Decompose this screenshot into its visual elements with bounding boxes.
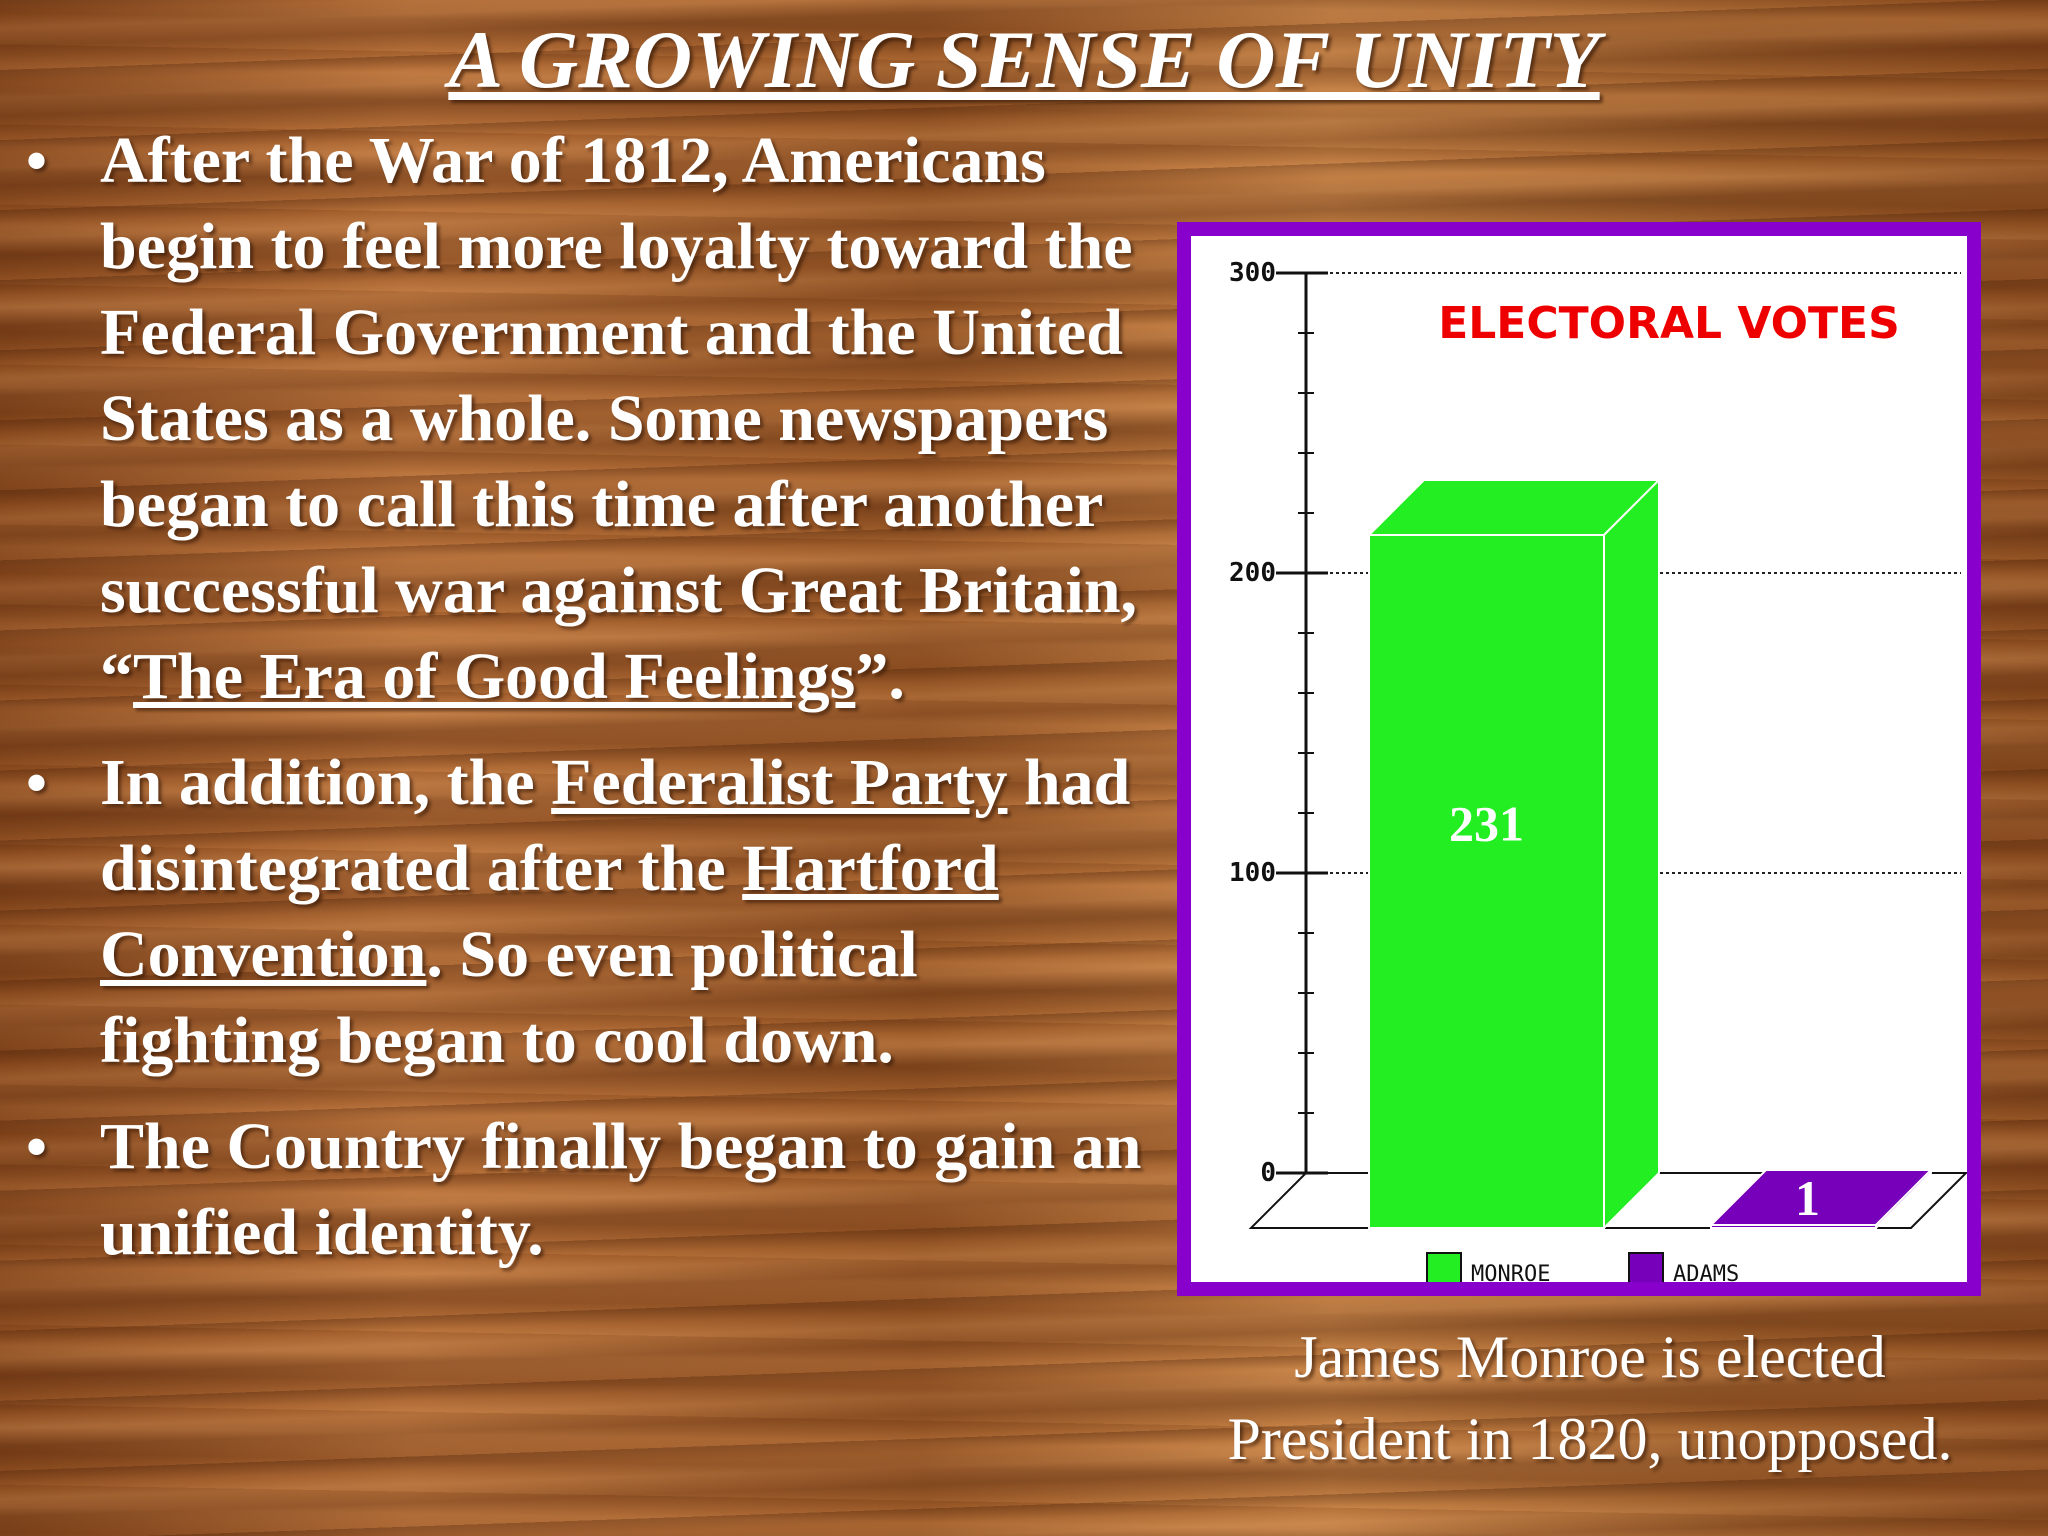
- electoral-votes-chart: 0 100 200 300 ELECTORAL VOTES 231 1 MONROE ADAMS: [1229, 258, 1967, 1282]
- bullet-dot: •: [26, 128, 48, 194]
- bullet-text-era-of-good-feelings: The Era of Good Feelings: [133, 640, 856, 713]
- bullet-text-federalist-party: Federalist Party: [551, 746, 1008, 819]
- bullet-dot: •: [26, 1114, 48, 1180]
- bullet-list: • After the War of 1812, Americans begin…: [0, 118, 1150, 1296]
- bullet-item: • The Country finally began to gain an u…: [0, 1104, 1150, 1276]
- data-label-monroe: 231: [1449, 796, 1524, 852]
- bullet-item: • After the War of 1812, Americans begin…: [0, 118, 1150, 720]
- bullet-text-hartford-convention: Hartford Convention: [100, 832, 999, 991]
- legend-swatch-monroe: [1426, 1252, 1462, 1282]
- bullet-text-2a: In addition, the: [100, 746, 552, 819]
- data-label-adams: 1: [1795, 1170, 1820, 1226]
- bullet-item: • In addition, the Federalist Party had …: [0, 740, 1150, 1084]
- caption-line-1: James Monroe is elected: [1294, 1324, 1886, 1390]
- bar-side-monroe: [1603, 477, 1660, 1231]
- chart-floor: [1248, 1172, 1967, 1229]
- bullet-text-3: The Country finally began to gain an uni…: [100, 1110, 1142, 1269]
- y-tick-label: 0: [1260, 1158, 1276, 1188]
- bullet-text-1a: After the War of 1812, Americans begin t…: [100, 124, 1138, 713]
- chart-caption: James Monroe is elected President in 182…: [1150, 1316, 2030, 1480]
- y-tick-label: 100: [1229, 858, 1276, 888]
- chart-title: ELECTORAL VOTES: [1438, 298, 1900, 349]
- bullet-text-1c: ”.: [855, 640, 905, 713]
- caption-line-2: President in 1820, unopposed.: [1227, 1406, 1953, 1472]
- legend-label-monroe: MONROE: [1471, 1262, 1550, 1282]
- bullet-text-2e: . So even political fighting began to co…: [100, 918, 918, 1077]
- bar-top-adams: [1708, 1169, 1934, 1226]
- bar-adams: [1710, 1224, 1877, 1229]
- chart-frame: 0 100 200 300 ELECTORAL VOTES 231 1 MONROE ADAMS: [1177, 222, 1981, 1296]
- legend-label-adams: ADAMS: [1673, 1262, 1739, 1282]
- slide-title: A GROWING SENSE OF UNITY: [448, 14, 1600, 105]
- bullet-dot: •: [26, 750, 48, 816]
- bar-monroe: [1368, 534, 1605, 1229]
- y-tick-label: 200: [1229, 558, 1276, 588]
- legend-swatch-adams: [1628, 1252, 1664, 1282]
- bullet-text-2c: had disintegrated after the: [100, 746, 1131, 905]
- y-tick-label: 300: [1229, 258, 1276, 288]
